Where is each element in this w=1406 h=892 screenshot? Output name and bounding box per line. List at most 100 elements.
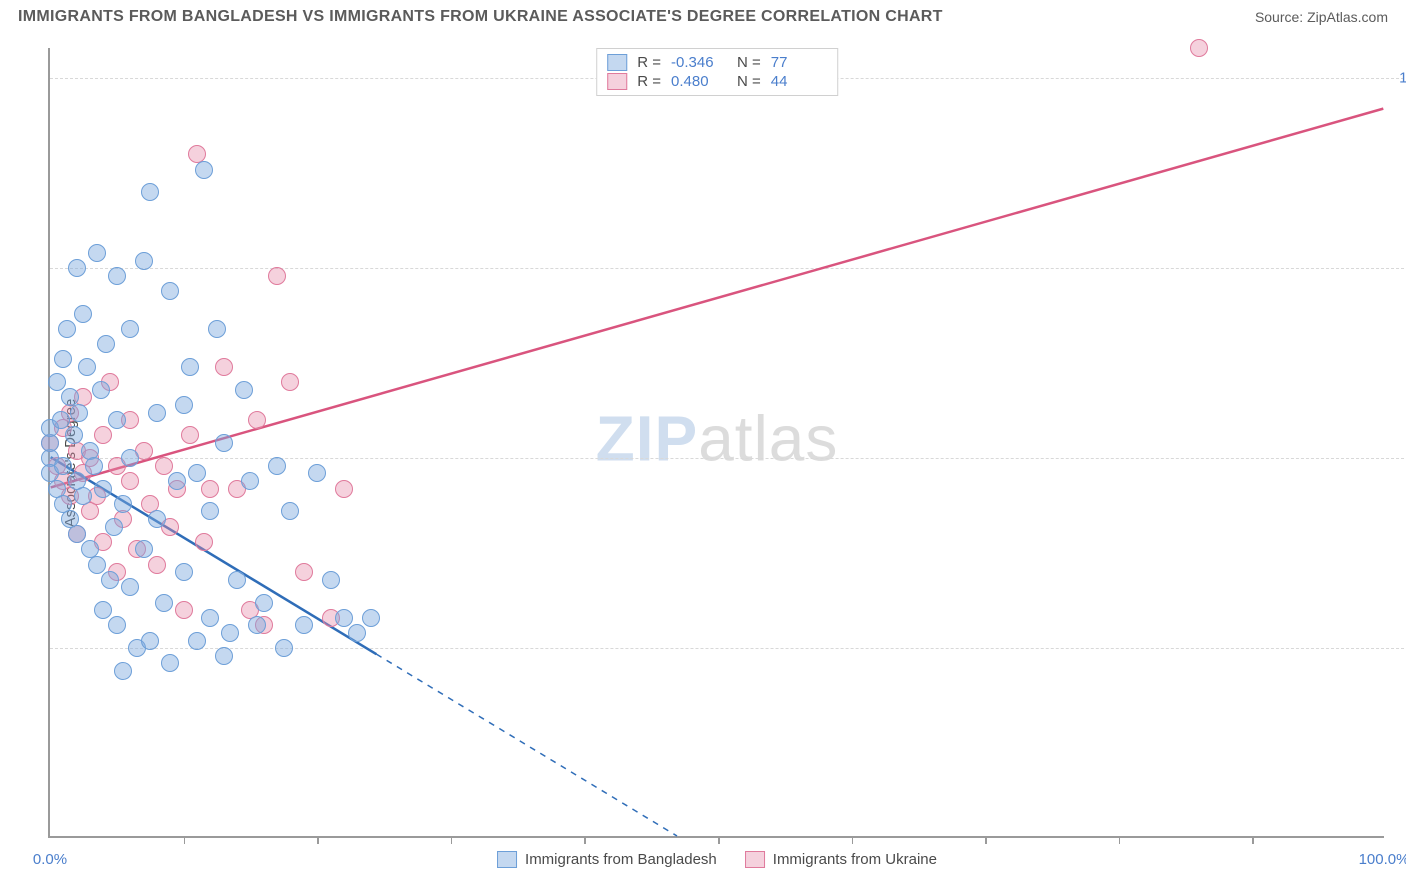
scatter-point-ukraine [248,411,266,429]
scatter-point-bangladesh [114,495,132,513]
swatch-ukraine-icon [745,851,765,868]
scatter-point-bangladesh [74,487,92,505]
scatter-point-ukraine [281,373,299,391]
scatter-point-bangladesh [94,480,112,498]
scatter-point-bangladesh [281,502,299,520]
correlation-legend: R = -0.346 N = 77 R = 0.480 N = 44 [596,48,838,96]
scatter-point-bangladesh [235,381,253,399]
x-tick-min: 0.0% [33,851,67,868]
scatter-point-ukraine [175,601,193,619]
n-value-a: 77 [771,54,827,71]
chart-container: Associate's Degree ZIPatlas R = -0.346 N… [0,34,1406,892]
scatter-point-bangladesh [65,426,83,444]
scatter-point-bangladesh [208,320,226,338]
legend-row-b: R = 0.480 N = 44 [607,72,827,91]
scatter-point-bangladesh [295,616,313,634]
scatter-point-bangladesh [161,654,179,672]
scatter-point-ukraine [215,358,233,376]
scatter-point-bangladesh [248,616,266,634]
scatter-point-bangladesh [161,282,179,300]
x-tick-mark [184,836,186,844]
x-tick-mark [1119,836,1121,844]
series-legend: Immigrants from Bangladesh Immigrants fr… [497,851,937,868]
scatter-point-bangladesh [135,540,153,558]
scatter-point-bangladesh [92,381,110,399]
legend-item-a: Immigrants from Bangladesh [497,851,717,868]
r-value-b: 0.480 [671,73,727,90]
scatter-point-bangladesh [148,404,166,422]
scatter-point-bangladesh [275,639,293,657]
scatter-point-bangladesh [241,472,259,490]
scatter-point-bangladesh [108,411,126,429]
x-tick-mark [317,836,319,844]
scatter-point-ukraine [155,457,173,475]
scatter-point-bangladesh [121,578,139,596]
swatch-bangladesh-icon [497,851,517,868]
scatter-point-bangladesh [335,609,353,627]
scatter-point-bangladesh [78,358,96,376]
scatter-point-bangladesh [88,556,106,574]
scatter-point-ukraine [195,533,213,551]
scatter-point-bangladesh [308,464,326,482]
scatter-point-bangladesh [68,259,86,277]
x-tick-mark [718,836,720,844]
scatter-point-ukraine [1190,39,1208,57]
scatter-point-bangladesh [215,647,233,665]
scatter-point-bangladesh [135,252,153,270]
x-tick-mark [1252,836,1254,844]
n-value-b: 44 [771,73,827,90]
scatter-point-bangladesh [141,632,159,650]
scatter-point-bangladesh [201,609,219,627]
y-tick-label: 100.0% [1399,70,1406,87]
scatter-point-bangladesh [141,183,159,201]
scatter-point-bangladesh [155,594,173,612]
scatter-point-bangladesh [121,320,139,338]
scatter-point-bangladesh [68,525,86,543]
scatter-point-bangladesh [70,404,88,422]
scatter-point-bangladesh [181,358,199,376]
scatter-point-bangladesh [268,457,286,475]
x-tick-mark [451,836,453,844]
scatter-point-bangladesh [121,449,139,467]
scatter-point-ukraine [201,480,219,498]
scatter-point-ukraine [121,472,139,490]
scatter-point-bangladesh [175,563,193,581]
scatter-point-ukraine [268,267,286,285]
legend-item-b: Immigrants from Ukraine [745,851,937,868]
legend-row-a: R = -0.346 N = 77 [607,53,827,72]
r-value-a: -0.346 [671,54,727,71]
scatter-point-bangladesh [175,396,193,414]
scatter-point-bangladesh [362,609,380,627]
scatter-point-bangladesh [88,244,106,262]
trendlines-layer [50,48,1384,836]
scatter-point-ukraine [148,556,166,574]
scatter-point-bangladesh [54,457,72,475]
scatter-point-bangladesh [94,601,112,619]
swatch-bangladesh [607,54,627,71]
x-tick-mark [584,836,586,844]
scatter-point-bangladesh [215,434,233,452]
legend-label-b: Immigrants from Ukraine [773,851,937,868]
scatter-point-bangladesh [322,571,340,589]
scatter-point-bangladesh [97,335,115,353]
chart-title: IMMIGRANTS FROM BANGLADESH VS IMMIGRANTS… [18,8,943,26]
scatter-point-ukraine [335,480,353,498]
swatch-ukraine [607,73,627,90]
scatter-point-bangladesh [188,464,206,482]
scatter-point-bangladesh [58,320,76,338]
scatter-point-bangladesh [348,624,366,642]
x-tick-max: 100.0% [1359,851,1406,868]
scatter-point-bangladesh [168,472,186,490]
scatter-point-bangladesh [108,616,126,634]
x-tick-mark [985,836,987,844]
scatter-point-bangladesh [201,502,219,520]
scatter-point-bangladesh [108,267,126,285]
scatter-point-bangladesh [101,571,119,589]
scatter-point-bangladesh [85,457,103,475]
scatter-point-bangladesh [54,350,72,368]
x-tick-mark [852,836,854,844]
scatter-point-bangladesh [188,632,206,650]
scatter-point-bangladesh [228,571,246,589]
source-attribution: Source: ZipAtlas.com [1255,9,1388,25]
scatter-point-bangladesh [114,662,132,680]
